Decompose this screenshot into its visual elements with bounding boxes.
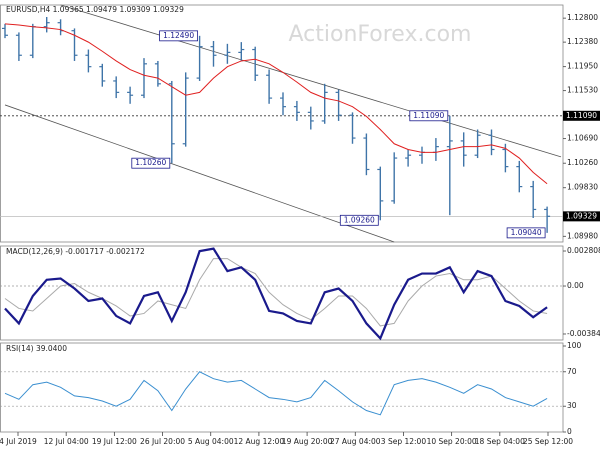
annotation-box <box>339 214 379 226</box>
channel-line <box>4 104 395 243</box>
x-tick-label: 10 Sep 20:00 <box>427 437 477 446</box>
rsi-tick-label: 100 <box>567 341 582 350</box>
y-tick-label: 1.10260 <box>567 158 598 167</box>
y-tick-label: 1.09830 <box>567 183 598 192</box>
x-tick-label: 3 Sep 12:00 <box>381 437 427 446</box>
signal-line <box>4 258 548 327</box>
annotation-label: 1.09040 <box>511 228 542 237</box>
x-tick-label: 18 Sep 04:00 <box>475 437 525 446</box>
x-tick-label: 26 Jul 20:00 <box>140 437 185 446</box>
macd-title: MACD(12,26,9) -0.001717 -0.002172 <box>6 247 145 256</box>
rsi-title: RSI(14) 39.0400 <box>6 344 67 353</box>
x-tick-label: 12 Aug 12:00 <box>234 437 285 446</box>
annotation-box <box>506 227 546 239</box>
annotation-label: 1.10260 <box>135 158 166 167</box>
y-tick-label: 1.08980 <box>567 231 598 240</box>
annotation-box <box>131 157 171 169</box>
macd-tick-label: -0.003848 <box>567 329 600 338</box>
rsi-line <box>4 371 548 416</box>
annotation-label: 1.11090 <box>413 111 444 120</box>
chart-title: EURUSD,H4 1.09365 1.09479 1.09309 1.0932… <box>6 5 184 14</box>
x-tick-label: 19 Jul 12:00 <box>92 437 137 446</box>
rsi-tick-label: 0 <box>567 427 572 436</box>
y-tick-label: 1.12380 <box>567 37 598 46</box>
moving-average <box>4 23 548 185</box>
level-tag <box>563 110 600 121</box>
rsi-tick-label: 70 <box>567 367 577 376</box>
y-tick-label: 1.12800 <box>567 13 598 22</box>
panel-frame <box>0 4 564 243</box>
x-tick-label: 27 Aug 04:00 <box>330 437 381 446</box>
x-tick-label: 4 Jul 2019 <box>0 437 37 446</box>
annotation-label: 1.12490 <box>163 31 194 40</box>
x-tick-label: 25 Sep 12:00 <box>523 437 573 446</box>
annotation-box <box>159 30 199 42</box>
rsi-tick-label: 30 <box>567 401 577 410</box>
y-tick-label: 1.11950 <box>567 62 598 71</box>
macd-tick-label: 0.00 <box>567 281 584 290</box>
watermark: ActionForex.com <box>289 22 472 47</box>
x-tick-label: 19 Aug 20:00 <box>282 437 333 446</box>
x-tick-label: 12 Jul 04:00 <box>44 437 89 446</box>
annotation-box <box>409 110 449 122</box>
macd-line <box>4 247 548 341</box>
annotation-label: 1.09260 <box>344 215 375 224</box>
last-price-tag <box>563 211 600 222</box>
last-price-label: 1.09329 <box>566 211 597 220</box>
x-tick-label: 5 Aug 04:00 <box>188 437 234 446</box>
panel-frame <box>0 245 564 341</box>
panel-frame <box>0 342 564 433</box>
y-tick-label: 1.11530 <box>567 86 598 95</box>
y-tick-label: 1.10690 <box>567 134 598 143</box>
macd-tick-label: 0.002808 <box>567 246 600 255</box>
level-tag-label: 1.11090 <box>566 111 597 120</box>
